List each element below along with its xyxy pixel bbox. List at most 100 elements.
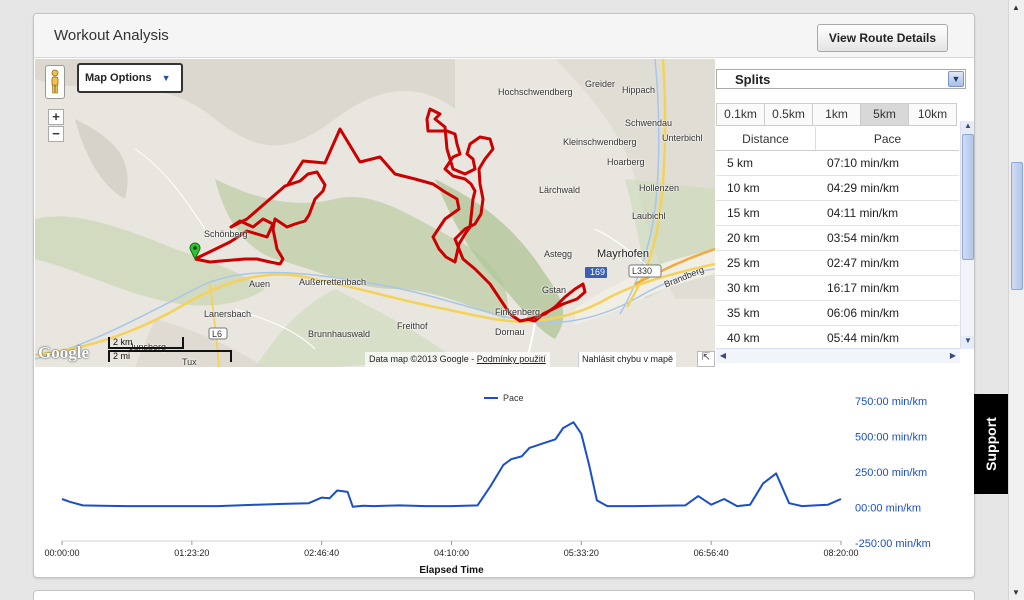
table-row: 15 km 04:11 min/km [716, 201, 959, 226]
road-label: L330 [632, 266, 653, 276]
distance-cell: 25 km [727, 256, 760, 270]
expand-map-icon[interactable]: ⇱ [697, 351, 715, 367]
pace-chart: 00:00:00 01:23:20 02:46:40 04:10:00 05:33:20… [35, 368, 974, 577]
distance-cell: 20 km [727, 231, 760, 245]
column-header-pace[interactable]: Pace [873, 132, 902, 146]
y-tick-label: -250:00 min/km [855, 538, 931, 550]
distance-cell: 40 km [727, 331, 760, 345]
splits-vertical-scrollbar[interactable]: ▲ ▼ [960, 121, 974, 349]
splits-horizontal-scrollbar[interactable]: ◀ ▶ [716, 348, 960, 363]
scroll-up-icon[interactable]: ▲ [1012, 3, 1020, 12]
splits-select[interactable]: Splits ▼ [716, 69, 966, 89]
caret-down-icon: ▼ [161, 73, 171, 83]
place-label: Gstan [542, 285, 567, 295]
splits-table-header: Distance Pace [716, 127, 959, 151]
place-label: Hippach [622, 85, 656, 95]
pace-series-line [61, 421, 842, 508]
chevron-down-icon: ▼ [948, 71, 964, 87]
distance-cell: 10 km [727, 181, 760, 195]
scroll-down-icon[interactable]: ▼ [961, 336, 974, 349]
view-route-details-button[interactable]: View Route Details [817, 24, 948, 52]
map-terrain [35, 59, 715, 367]
tab-5km[interactable]: 5km [860, 103, 908, 126]
x-tick-label: 00:00:00 [44, 548, 79, 558]
x-tick-label: 01:23:20 [174, 548, 209, 558]
pace-chart-svg: 00:00:00 01:23:20 02:46:40 04:10:00 05:33:20… [44, 393, 931, 576]
map-options-label: Map Options [85, 72, 152, 84]
scroll-thumb[interactable] [962, 134, 974, 260]
place-label: Auen [249, 279, 271, 289]
column-header-distance[interactable]: Distance [716, 127, 816, 150]
scroll-left-icon[interactable]: ◀ [719, 351, 727, 360]
report-map-error-link[interactable]: Nahlásit chybu v mapě [578, 352, 677, 367]
pace-cell: 04:11 min/km [827, 206, 899, 220]
tab-10km[interactable]: 10km [908, 103, 957, 126]
road-label: L6 [212, 329, 223, 339]
place-label: Freithof [397, 321, 428, 331]
map-options-button[interactable]: Map Options ▼ [77, 63, 183, 93]
terms-link[interactable]: Podmínky použití [476, 354, 546, 364]
distance-cell: 5 km [727, 156, 754, 170]
y-tick-label: 750:00 min/km [855, 396, 927, 408]
panel-title: Workout Analysis [54, 27, 169, 44]
street-view-pegman[interactable] [45, 65, 65, 99]
pegman-icon [51, 69, 59, 94]
place-label: Laubichl [632, 211, 666, 221]
place-label: Brunnhauswald [308, 329, 371, 339]
splits-table: Distance Pace 5 km 07:10 min/km 10 km 04:2… [716, 127, 959, 351]
splits-panel: Splits ▼ 0.1km 0.5km 1km 5km 10km Distan… [716, 59, 974, 367]
pace-cell: 16:17 min/km [827, 281, 900, 295]
page-scrollbar[interactable]: ▲ ▼ [1008, 0, 1024, 600]
tab-1km[interactable]: 1km [812, 103, 860, 126]
splits-select-value: Splits [735, 72, 771, 87]
legend-label: Pace [503, 393, 524, 403]
place-label: Finkenberg [495, 307, 541, 317]
pace-cell: 06:06 min/km [827, 306, 900, 320]
route-map[interactable]: Hochschwendberg Greider Hippach Schwenda… [35, 59, 715, 367]
place-label: Schwendau [625, 118, 673, 128]
distance-cell: 30 km [727, 281, 760, 295]
route-path [194, 107, 587, 323]
google-logo: Google [38, 343, 89, 362]
pace-cell: 04:29 min/km [827, 181, 900, 195]
table-row: 10 km 04:29 min/km [716, 176, 959, 201]
table-row: 20 km 03:54 min/km [716, 226, 959, 251]
pace-cell: 02:47 min/km [827, 256, 900, 270]
place-label: Außerrettenbach [299, 277, 367, 287]
tab-0-5km[interactable]: 0.5km [764, 103, 812, 126]
place-label: Lärchwald [539, 185, 581, 195]
table-row: 35 km 06:06 min/km [716, 301, 959, 326]
road-label: 169 [590, 267, 606, 277]
x-tick-label: 06:56:40 [694, 548, 729, 558]
scroll-up-icon[interactable]: ▲ [961, 121, 974, 134]
place-label: Hoarberg [607, 157, 645, 167]
table-row: 30 km 16:17 min/km [716, 276, 959, 301]
support-label: Support [983, 417, 999, 471]
pace-cell: 03:54 min/km [827, 231, 900, 245]
zoom-out-button[interactable]: − [48, 126, 64, 142]
place-label: Greider [585, 79, 616, 89]
scale-km-label: 2 km [113, 337, 133, 347]
attribution-text: Data map ©2013 Google - [369, 354, 475, 364]
next-panel [33, 590, 975, 600]
place-label: Hollenzen [639, 183, 680, 193]
x-tick-label: 02:46:40 [304, 548, 339, 558]
scroll-down-icon[interactable]: ▼ [1012, 588, 1020, 597]
support-tab[interactable]: Support [974, 394, 1008, 494]
pace-cell: 05:44 min/km [827, 331, 900, 345]
scroll-right-icon[interactable]: ▶ [949, 351, 957, 360]
x-axis-label: Elapsed Time [419, 565, 484, 576]
start-marker [189, 242, 201, 261]
x-tick-label: 04:10:00 [434, 548, 469, 558]
place-label: Hochschwendberg [498, 87, 573, 97]
y-tick-label: 500:00 min/km [855, 432, 927, 444]
page-scroll-thumb[interactable] [1011, 162, 1023, 290]
x-tick-label: 08:20:00 [823, 548, 858, 558]
place-label: Schönberg [204, 229, 248, 239]
place-label: Kleinschwendberg [563, 137, 637, 147]
zoom-in-button[interactable]: + [48, 109, 64, 125]
scale-mi-label: 2 mi [113, 351, 131, 361]
map-scale: 2 km 2 mi [108, 335, 232, 365]
x-tick-label: 05:33:20 [564, 548, 599, 558]
tab-0-1km[interactable]: 0.1km [716, 103, 764, 126]
